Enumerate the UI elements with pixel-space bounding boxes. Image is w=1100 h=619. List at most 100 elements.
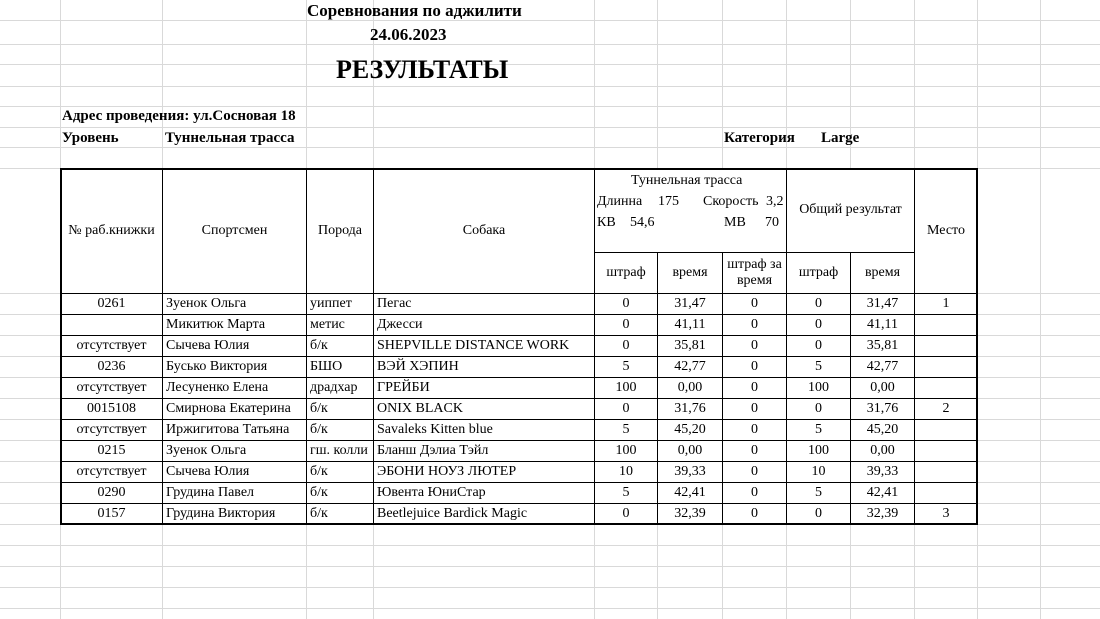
table-cell: уиппет bbox=[306, 293, 374, 315]
table-cell: 0290 bbox=[60, 482, 163, 504]
table-cell: 1 bbox=[914, 293, 978, 315]
table-cell: 32,39 bbox=[657, 503, 723, 525]
table-cell: Грудина Виктория bbox=[162, 503, 307, 525]
table-cell: Лесуненко Елена bbox=[162, 377, 307, 399]
table-cell: 0 bbox=[594, 398, 658, 420]
table-cell bbox=[914, 356, 978, 378]
table-cell: 39,33 bbox=[850, 461, 915, 483]
table-cell: отсутствует bbox=[60, 335, 163, 357]
table-cell: 31,76 bbox=[850, 398, 915, 420]
sub-header: штраф за время bbox=[722, 252, 787, 294]
table-cell: метис bbox=[306, 314, 374, 336]
table-cell: SHEPVILLE DISTANCE WORK bbox=[373, 335, 595, 357]
table-cell: 5 bbox=[786, 482, 851, 504]
sub-header: штраф bbox=[594, 252, 658, 294]
table-cell: Beetlejuice Bardick Magic bbox=[373, 503, 595, 525]
table-cell: 10 bbox=[786, 461, 851, 483]
table-cell: Бусько Виктория bbox=[162, 356, 307, 378]
mv-label: МВ bbox=[724, 215, 746, 230]
table-cell: 2 bbox=[914, 398, 978, 420]
table-cell bbox=[914, 314, 978, 336]
table-cell: 0 bbox=[786, 335, 851, 357]
table-cell: 41,11 bbox=[850, 314, 915, 336]
table-cell bbox=[60, 314, 163, 336]
table-cell: 0 bbox=[786, 314, 851, 336]
table-cell: 31,47 bbox=[657, 293, 723, 315]
category: Large bbox=[821, 130, 860, 146]
table-cell: Бланш Дэлиа Тэйл bbox=[373, 440, 595, 462]
table-cell: 0 bbox=[786, 503, 851, 525]
table-cell: 35,81 bbox=[657, 335, 723, 357]
level-label: Уровень bbox=[62, 130, 119, 146]
table-cell: Ювента ЮниСтар bbox=[373, 482, 595, 504]
kv-label: КВ bbox=[597, 215, 616, 230]
table-cell: б/к bbox=[306, 461, 374, 483]
table-cell: 0236 bbox=[60, 356, 163, 378]
table-cell: 0 bbox=[594, 335, 658, 357]
table-cell: 41,11 bbox=[657, 314, 723, 336]
table-cell: 42,41 bbox=[850, 482, 915, 504]
category-label: Категория bbox=[724, 130, 795, 146]
table-cell: 45,20 bbox=[850, 419, 915, 441]
table-cell: Иржигитова Татьяна bbox=[162, 419, 307, 441]
table-cell: Пегас bbox=[373, 293, 595, 315]
table-cell: 0,00 bbox=[657, 440, 723, 462]
table-cell: 0015108 bbox=[60, 398, 163, 420]
table-cell: б/к bbox=[306, 503, 374, 525]
table-cell: 0215 bbox=[60, 440, 163, 462]
results-heading: РЕЗУЛЬТАТЫ bbox=[336, 55, 509, 84]
table-cell: Зуенок Ольга bbox=[162, 293, 307, 315]
table-cell: 0 bbox=[722, 356, 787, 378]
table-cell: 42,77 bbox=[850, 356, 915, 378]
length-label: Длинна bbox=[597, 194, 643, 209]
table-cell: 0 bbox=[722, 482, 787, 504]
table-cell: 3 bbox=[914, 503, 978, 525]
table-cell: 0 bbox=[722, 440, 787, 462]
table-cell: 0 bbox=[786, 398, 851, 420]
total-header: Общий результат bbox=[786, 168, 915, 253]
kv: 54,6 bbox=[630, 215, 655, 230]
table-cell: ONIX BLACK bbox=[373, 398, 595, 420]
table-cell: 0 bbox=[722, 314, 787, 336]
table-cell: 0 bbox=[722, 398, 787, 420]
table-cell: Смирнова Екатерина bbox=[162, 398, 307, 420]
table-cell bbox=[914, 377, 978, 399]
table-cell: 32,39 bbox=[850, 503, 915, 525]
table-cell: 0 bbox=[594, 314, 658, 336]
table-cell: отсутствует bbox=[60, 377, 163, 399]
table-cell: отсутствует bbox=[60, 419, 163, 441]
table-cell: 10 bbox=[594, 461, 658, 483]
table-cell: 0,00 bbox=[850, 377, 915, 399]
sub-header: время bbox=[850, 252, 915, 294]
table-cell: 42,41 bbox=[657, 482, 723, 504]
table-cell: 35,81 bbox=[850, 335, 915, 357]
table-cell: БШО bbox=[306, 356, 374, 378]
column-header: Собака bbox=[373, 168, 595, 294]
table-cell: Сычева Юлия bbox=[162, 335, 307, 357]
table-cell bbox=[914, 335, 978, 357]
table-cell: 42,77 bbox=[657, 356, 723, 378]
table-cell: 100 bbox=[594, 440, 658, 462]
table-cell: 0 bbox=[722, 419, 787, 441]
table-cell: 0 bbox=[722, 335, 787, 357]
table-cell: б/к bbox=[306, 398, 374, 420]
table-cell: Savaleks Kitten blue bbox=[373, 419, 595, 441]
table-cell bbox=[914, 482, 978, 504]
table-cell: 0,00 bbox=[850, 440, 915, 462]
table-cell: 0261 bbox=[60, 293, 163, 315]
speed-label: Скорость bbox=[703, 194, 759, 209]
table-cell bbox=[914, 440, 978, 462]
table-cell: 5 bbox=[594, 482, 658, 504]
address: Адрес проведения: ул.Сосновая 18 bbox=[62, 108, 296, 124]
table-cell: гш. колли bbox=[306, 440, 374, 462]
table-cell: б/к bbox=[306, 419, 374, 441]
table-cell bbox=[914, 419, 978, 441]
table-cell: 39,33 bbox=[657, 461, 723, 483]
table-cell: 31,76 bbox=[657, 398, 723, 420]
table-cell: Джесси bbox=[373, 314, 595, 336]
table-cell: 0 bbox=[786, 293, 851, 315]
table-cell: 5 bbox=[786, 356, 851, 378]
column-header: Порода bbox=[306, 168, 374, 294]
table-cell: Грудина Павел bbox=[162, 482, 307, 504]
